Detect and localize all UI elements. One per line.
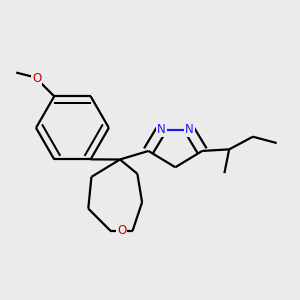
Text: N: N [185, 123, 194, 136]
Text: O: O [117, 224, 126, 237]
Text: N: N [157, 123, 166, 136]
Text: O: O [32, 72, 41, 86]
